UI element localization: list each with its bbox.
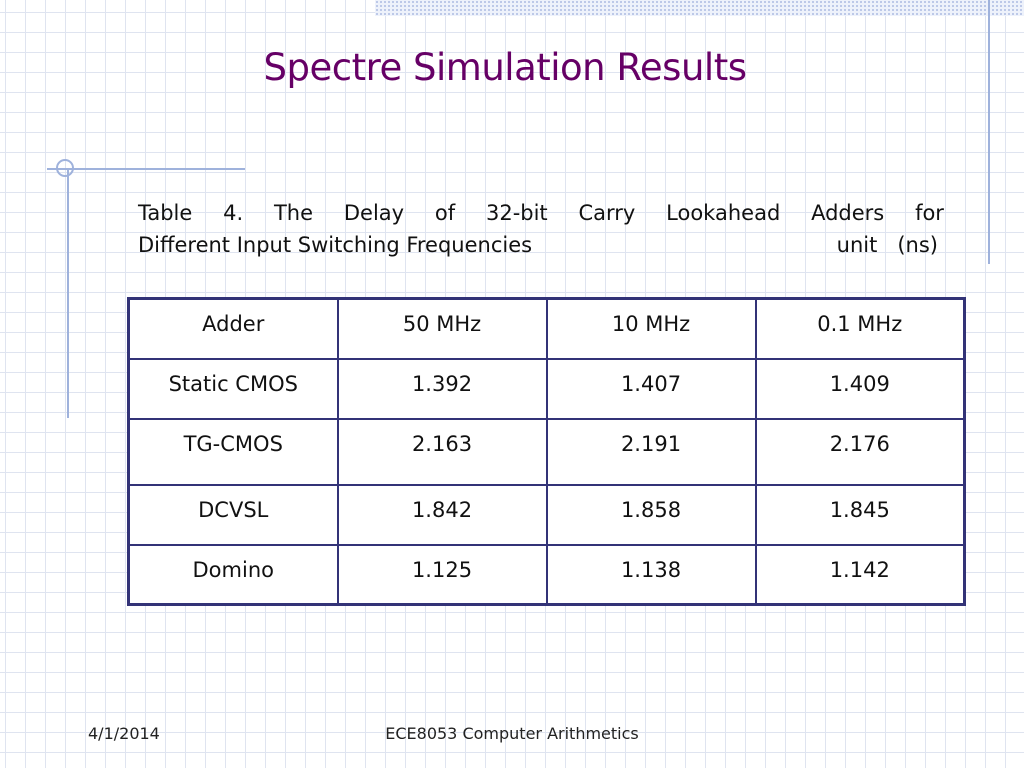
decorative-pattern-strip — [375, 0, 1024, 16]
header-cell: 10 MHz — [545, 297, 757, 360]
table-caption: Table 4. The Delay of 32-bit Carry Looka… — [138, 197, 944, 261]
caption-word: Lookahead — [666, 201, 781, 225]
header-cell: 50 MHz — [336, 297, 548, 360]
table-header-row: Adder 50 MHz 10 MHz 0.1 MHz — [127, 297, 966, 360]
adder-name-cell: Domino — [127, 543, 339, 606]
value-cell: 2.176 — [754, 417, 966, 486]
header-cell: Adder — [127, 297, 339, 360]
value-cell: 1.138 — [545, 543, 757, 606]
slide-title: Spectre Simulation Results — [263, 46, 747, 89]
table-row: TG-CMOS 2.163 2.191 2.176 — [127, 417, 966, 486]
decorative-circle — [56, 159, 74, 177]
footer-date: 4/1/2014 — [88, 724, 160, 743]
value-cell: 1.842 — [336, 483, 548, 546]
value-cell: 1.409 — [754, 357, 966, 420]
caption-word: Carry — [578, 201, 636, 225]
value-cell: 1.858 — [545, 483, 757, 546]
caption-word: Adders — [811, 201, 885, 225]
header-cell: 0.1 MHz — [754, 297, 966, 360]
value-cell: 1.407 — [545, 357, 757, 420]
footer-course-title: ECE8053 Computer Arithmetics — [385, 724, 639, 743]
value-cell: 1.125 — [336, 543, 548, 606]
value-cell: 2.191 — [545, 417, 757, 486]
table-row: DCVSL 1.842 1.858 1.845 — [127, 483, 966, 546]
caption-unit: unit (ns) — [836, 233, 938, 257]
caption-word: for — [915, 201, 944, 225]
table-row: Domino 1.125 1.138 1.142 — [127, 543, 966, 606]
adder-name-cell: TG-CMOS — [127, 417, 339, 486]
caption-word: The — [273, 201, 314, 225]
decorative-vertical-line-left — [67, 168, 69, 418]
adder-name-cell: DCVSL — [127, 483, 339, 546]
caption-word: Table — [138, 201, 193, 225]
caption-word: of — [434, 201, 456, 225]
caption-word: Delay — [343, 201, 405, 225]
caption-line-2: Different Input Switching Frequencies un… — [138, 229, 944, 261]
value-cell: 1.392 — [336, 357, 548, 420]
decorative-horizontal-line — [47, 168, 245, 170]
caption-subtitle: Different Input Switching Frequencies — [138, 233, 533, 257]
adder-name-cell: Static CMOS — [127, 357, 339, 420]
decorative-vertical-line — [988, 0, 990, 264]
delay-table: Adder 50 MHz 10 MHz 0.1 MHz Static CMOS … — [127, 297, 966, 606]
caption-line-1: Table 4. The Delay of 32-bit Carry Looka… — [138, 197, 944, 229]
value-cell: 1.845 — [754, 483, 966, 546]
table-row: Static CMOS 1.392 1.407 1.409 — [127, 357, 966, 420]
caption-word: 32-bit — [485, 201, 548, 225]
caption-word: 4. — [223, 201, 244, 225]
value-cell: 2.163 — [336, 417, 548, 486]
value-cell: 1.142 — [754, 543, 966, 606]
